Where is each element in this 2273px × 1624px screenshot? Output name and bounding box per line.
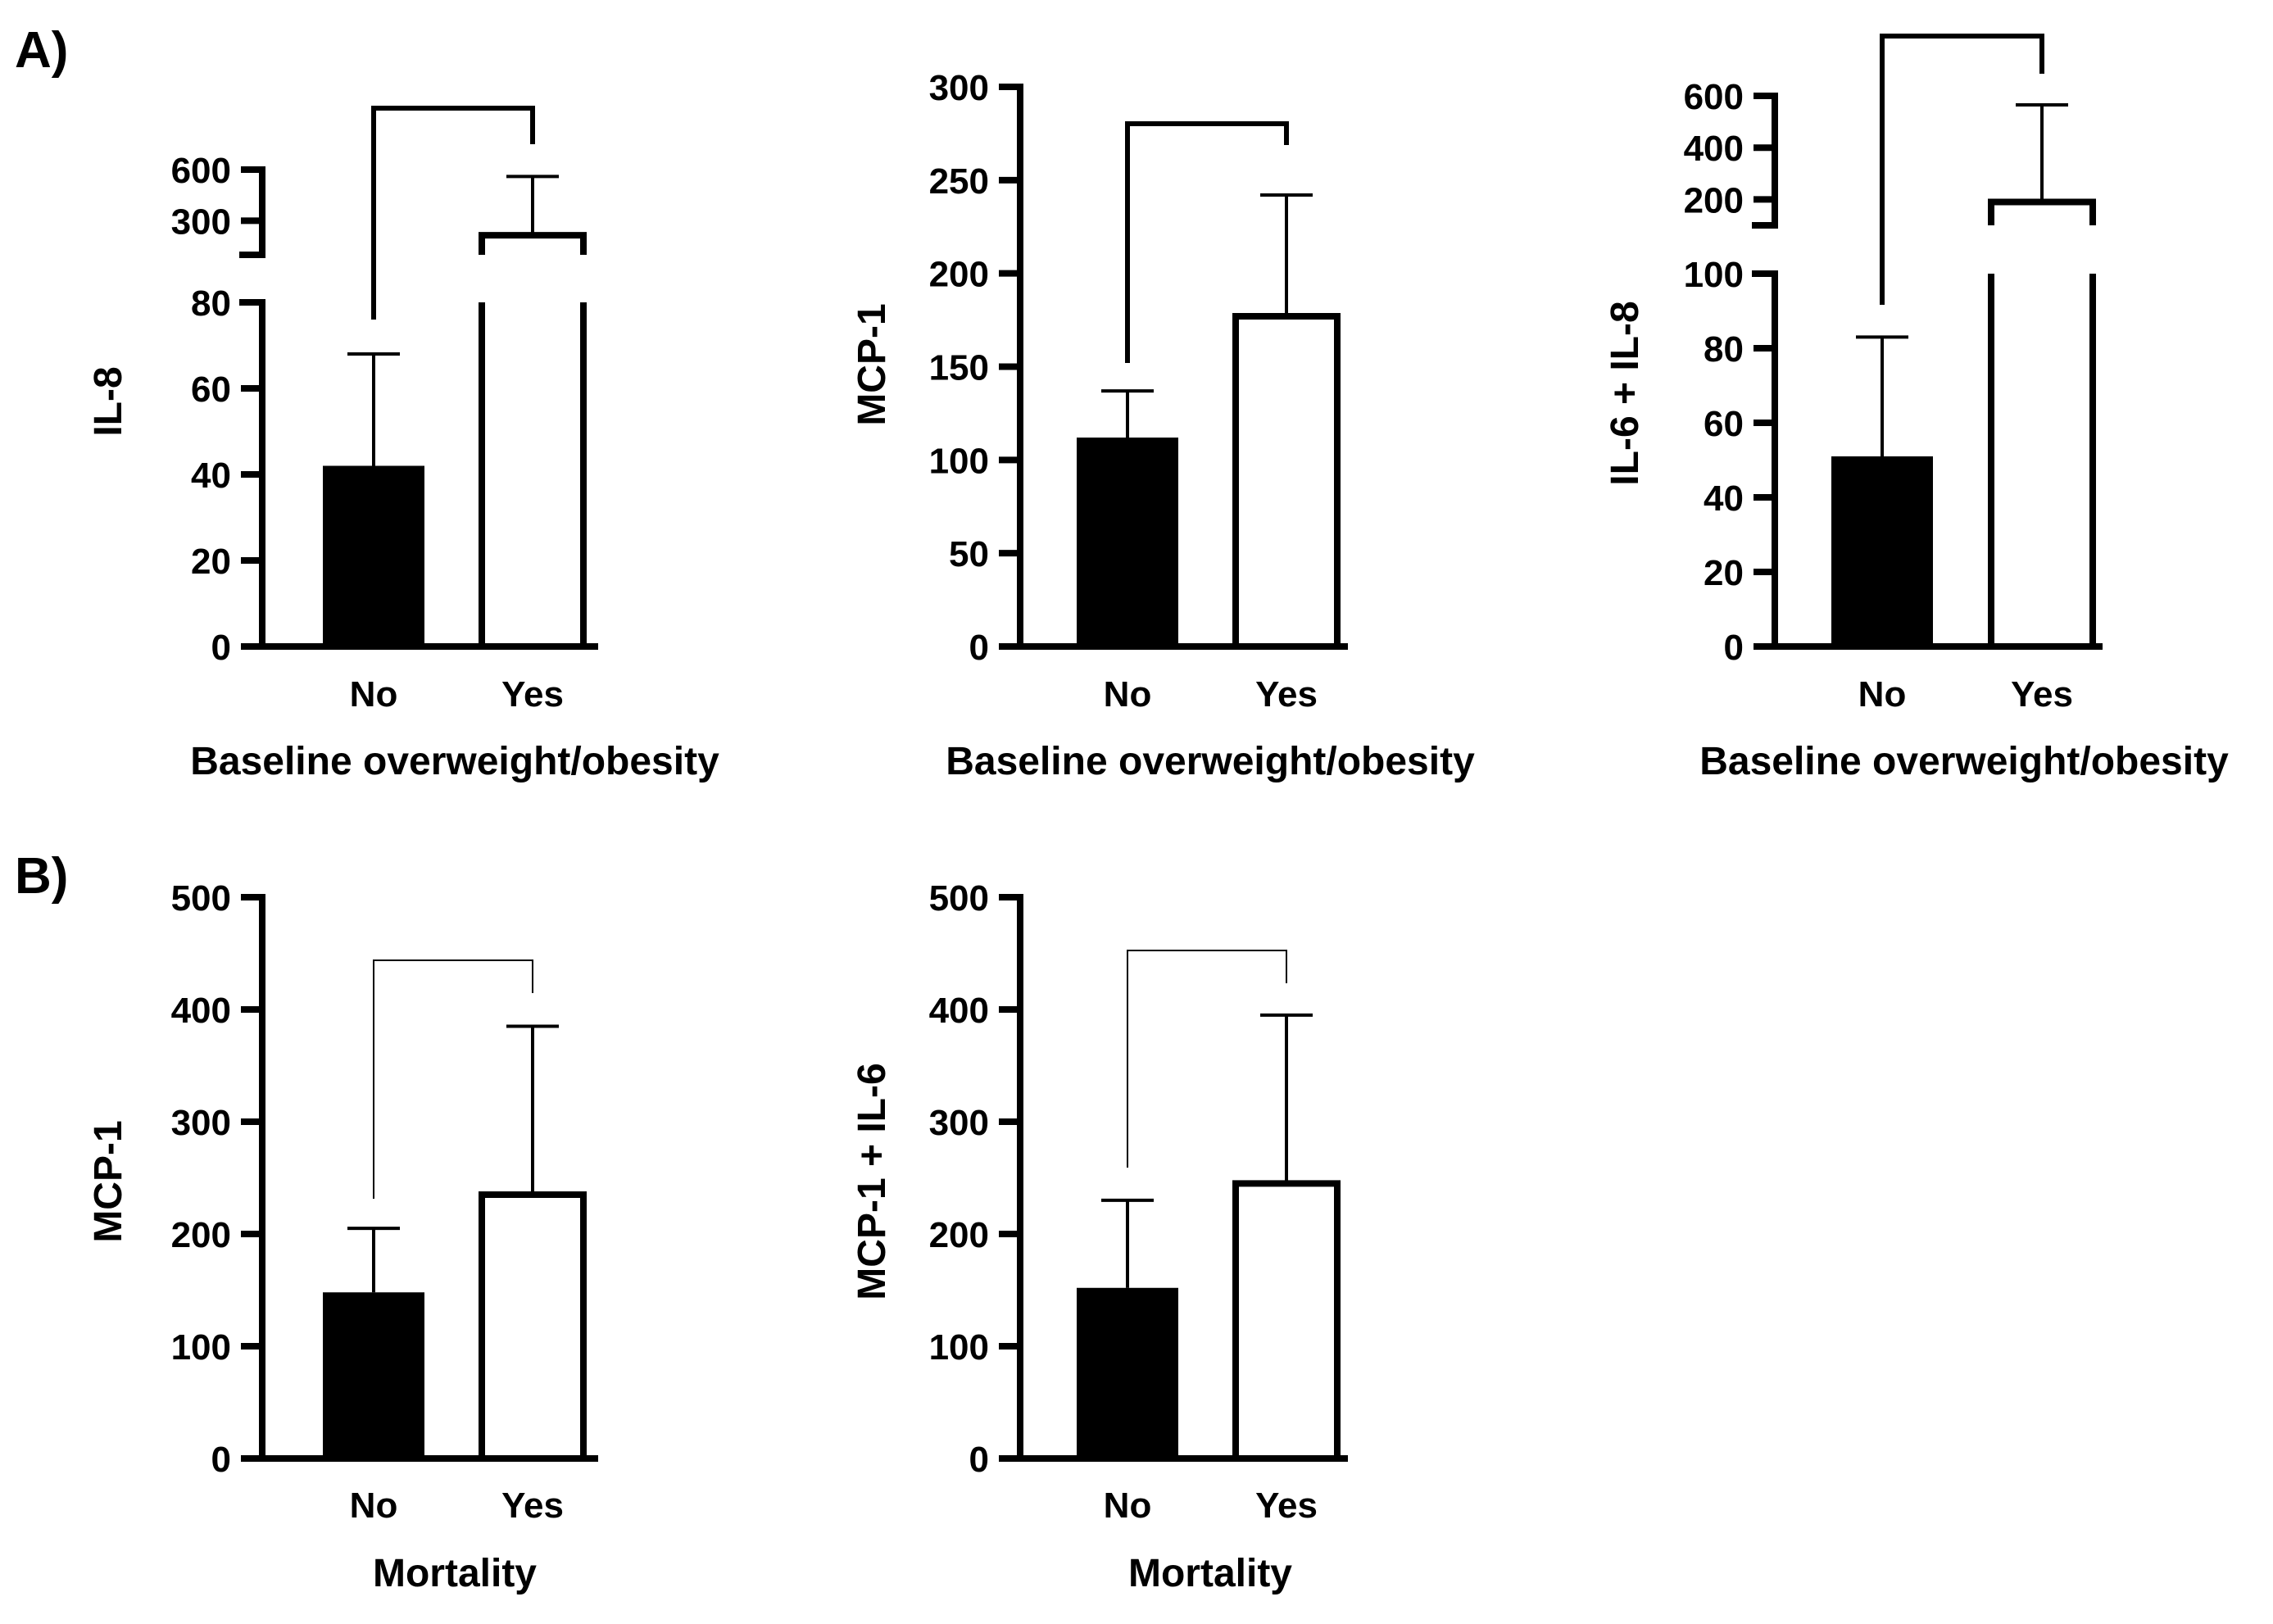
x-tick-label: Yes <box>2011 674 2073 714</box>
x-tick-label: Yes <box>1255 674 1318 714</box>
y-tick-label: 100 <box>1684 255 1744 295</box>
y-tick-label: 300 <box>171 1103 231 1143</box>
panel-label-a: A) <box>15 22 68 79</box>
x-tick-label: Yes <box>501 674 564 714</box>
y-tick-label: 20 <box>191 542 231 582</box>
y-tick-label: 300 <box>929 1103 989 1143</box>
y-tick-label: 200 <box>171 1215 231 1255</box>
x-axis-label: Mortality <box>373 1552 537 1595</box>
bar <box>1831 456 1933 646</box>
y-tick-label: 80 <box>191 284 231 324</box>
y-axis-label: MCP-1 <box>87 1120 130 1242</box>
y-axis-label: MCP-1 <box>851 303 894 425</box>
y-tick-label: 100 <box>929 441 989 481</box>
y-tick-label-upper: 600 <box>1684 77 1744 117</box>
significance-bracket <box>1127 950 1287 1168</box>
x-tick-label: Yes <box>1255 1486 1318 1526</box>
y-tick-label: 200 <box>929 255 989 295</box>
y-tick-label-upper: 400 <box>1684 129 1744 169</box>
bar <box>1077 438 1178 646</box>
bar <box>1077 1287 1178 1458</box>
y-tick-label: 60 <box>1704 404 1744 444</box>
x-axis-label: Baseline overweight/obesity <box>190 740 719 783</box>
x-axis-label: Baseline overweight/obesity <box>1699 740 2229 783</box>
y-tick-label: 300 <box>929 68 989 108</box>
y-tick-label: 200 <box>929 1215 989 1255</box>
y-tick-label: 0 <box>1724 628 1744 668</box>
y-axis-label: IL-6 + IL-8 <box>1604 301 1647 485</box>
bar <box>323 1292 424 1458</box>
y-tick-label: 150 <box>929 348 989 388</box>
x-axis-label: Mortality <box>1128 1552 1292 1595</box>
x-tick-label: No <box>1858 674 1907 714</box>
y-tick-label: 0 <box>969 1440 989 1480</box>
bar <box>1232 313 1341 646</box>
y-tick-label-upper: 300 <box>171 202 231 242</box>
panel-label-b: B) <box>15 848 68 905</box>
x-tick-label: No <box>1104 674 1152 714</box>
y-tick-label: 80 <box>1704 329 1744 370</box>
x-axis-label: Baseline overweight/obesity <box>946 740 1475 783</box>
x-tick-label: No <box>350 1486 398 1526</box>
y-tick-label: 0 <box>969 628 989 668</box>
y-tick-label: 500 <box>171 878 231 919</box>
y-axis-label: MCP-1 + IL-6 <box>851 1063 894 1300</box>
y-tick-label: 400 <box>171 991 231 1031</box>
significance-bracket <box>373 959 533 1199</box>
x-tick-label: Yes <box>501 1486 564 1526</box>
y-tick-label: 50 <box>949 534 989 574</box>
y-axis-label: IL-8 <box>87 366 130 436</box>
y-tick-label: 20 <box>1704 553 1744 593</box>
y-tick-label: 0 <box>211 628 231 668</box>
y-tick-label-upper: 200 <box>1684 180 1744 220</box>
bar <box>479 1191 587 1458</box>
y-tick-label: 400 <box>929 991 989 1031</box>
bar-top-segment <box>1988 198 2096 225</box>
x-tick-label: No <box>350 674 398 714</box>
y-tick-label: 60 <box>191 370 231 410</box>
bar <box>1232 1180 1341 1458</box>
y-tick-label: 100 <box>929 1327 989 1368</box>
y-tick-label: 40 <box>191 456 231 496</box>
significance-bracket <box>371 106 535 320</box>
significance-bracket <box>1125 121 1289 363</box>
y-tick-label: 250 <box>929 161 989 202</box>
significance-bracket <box>1880 34 2044 305</box>
y-tick-label: 40 <box>1704 479 1744 519</box>
bar <box>323 465 424 646</box>
x-tick-label: No <box>1104 1486 1152 1526</box>
bar-top-segment <box>479 232 587 255</box>
y-tick-label: 100 <box>171 1327 231 1368</box>
y-tick-label: 500 <box>929 878 989 919</box>
y-tick-label: 0 <box>211 1440 231 1480</box>
y-tick-label-upper: 600 <box>171 151 231 191</box>
